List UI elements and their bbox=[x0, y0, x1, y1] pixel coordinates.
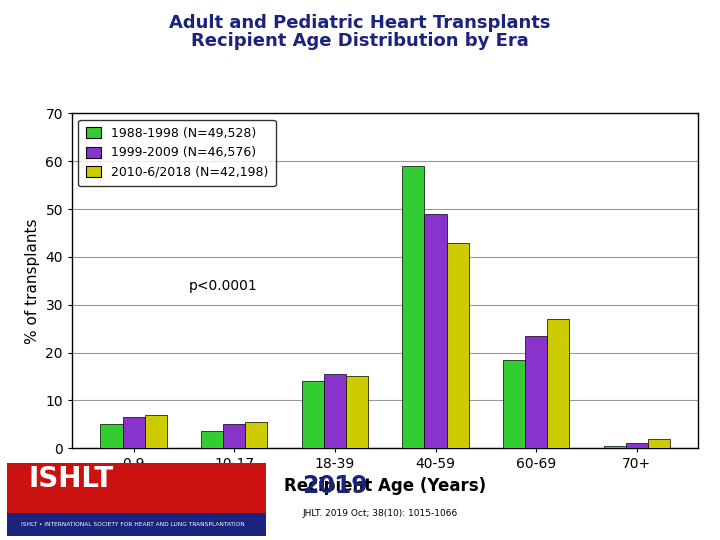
Legend: 1988-1998 (N=49,528), 1999-2009 (N=46,576), 2010-6/2018 (N=42,198): 1988-1998 (N=49,528), 1999-2009 (N=46,57… bbox=[78, 120, 276, 186]
Text: 2019: 2019 bbox=[302, 474, 368, 497]
Bar bbox=[626, 443, 648, 448]
Bar bbox=[424, 214, 446, 448]
Bar bbox=[503, 360, 525, 448]
Bar bbox=[201, 431, 223, 448]
FancyBboxPatch shape bbox=[7, 463, 266, 536]
Bar bbox=[223, 424, 246, 448]
Bar bbox=[122, 417, 145, 448]
Bar bbox=[603, 446, 626, 448]
Bar bbox=[145, 415, 167, 448]
Bar bbox=[346, 376, 368, 448]
FancyBboxPatch shape bbox=[7, 513, 266, 536]
Bar bbox=[302, 381, 324, 448]
Y-axis label: % of transplants: % of transplants bbox=[24, 218, 40, 343]
Text: ISHLT • INTERNATIONAL SOCIETY FOR HEART AND LUNG TRANSPLANTATION: ISHLT • INTERNATIONAL SOCIETY FOR HEART … bbox=[22, 522, 245, 527]
Bar bbox=[648, 438, 670, 448]
X-axis label: Recipient Age (Years): Recipient Age (Years) bbox=[284, 477, 486, 495]
Bar bbox=[246, 422, 268, 448]
Bar bbox=[446, 242, 469, 448]
Text: p<0.0001: p<0.0001 bbox=[189, 279, 258, 293]
Bar bbox=[101, 424, 122, 448]
Bar bbox=[547, 319, 570, 448]
Bar bbox=[324, 374, 346, 448]
Text: Adult and Pediatric Heart Transplants: Adult and Pediatric Heart Transplants bbox=[169, 14, 551, 31]
Bar bbox=[402, 166, 424, 448]
Text: ISHLT: ISHLT bbox=[29, 465, 114, 494]
Text: JHLT. 2019 Oct; 38(10): 1015-1066: JHLT. 2019 Oct; 38(10): 1015-1066 bbox=[302, 509, 458, 518]
Bar bbox=[525, 336, 547, 448]
Text: Recipient Age Distribution by Era: Recipient Age Distribution by Era bbox=[191, 32, 529, 50]
